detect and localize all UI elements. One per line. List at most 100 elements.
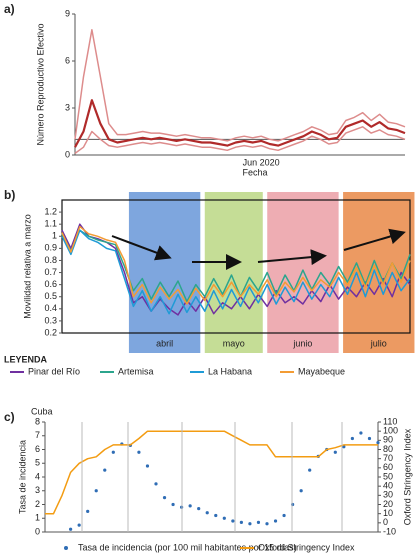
data-point: [359, 431, 363, 435]
data-point: [248, 522, 252, 526]
data-point: [171, 502, 175, 507]
annotations: [81, 228, 406, 532]
data-point: [367, 436, 372, 441]
period-label: abril: [156, 338, 173, 348]
y-tick-label: 1.1: [44, 219, 57, 229]
series-line: [74, 28, 406, 142]
y-tick-label: 0.9: [44, 243, 57, 253]
period-label: mayo: [223, 338, 245, 348]
y-tick-label: 6: [35, 444, 40, 454]
y2-axis-label: Oxford Stringency Index: [402, 428, 412, 525]
data-point: [77, 523, 81, 527]
y2-tick-label: 50: [383, 471, 393, 481]
y2-tick-label: 10: [383, 508, 393, 518]
series-line: [74, 126, 406, 155]
period-band: [128, 192, 201, 353]
y2-tick-label: 0: [383, 517, 388, 527]
y-tick-label: 2: [35, 499, 40, 509]
y-tick-label: 0.4: [44, 303, 57, 313]
panel-label: c): [4, 410, 15, 424]
data-point: [86, 509, 90, 513]
trend-arrow: [257, 249, 327, 266]
y2-tick-label: 30: [383, 490, 393, 500]
data-point: [214, 513, 218, 518]
y-tick-label: 9: [65, 8, 70, 18]
data-point: [111, 450, 115, 454]
y-tick-label: 1.2: [44, 206, 57, 216]
series-line: [61, 223, 411, 316]
y-tick-label: 0: [65, 149, 70, 159]
chart-title: Cuba: [31, 406, 53, 416]
period-label: junio: [292, 338, 312, 348]
y2-tick-label: -10: [383, 526, 396, 536]
data-point: [103, 468, 107, 472]
y-tick-label: 1: [35, 513, 40, 523]
legend-title: LEYENDA: [4, 354, 48, 364]
y-tick-label: 0.5: [44, 291, 57, 301]
data-point: [94, 489, 98, 493]
y-tick-label: 4: [35, 471, 40, 481]
y2-tick-label: 20: [383, 499, 393, 509]
y-tick-label: 0.6: [44, 279, 57, 289]
y2-tick-label: 110: [383, 416, 397, 426]
period-band: [204, 192, 263, 353]
y2-tick-label: 100: [383, 426, 398, 436]
data-point: [350, 436, 354, 441]
trend-arrow: [343, 228, 406, 251]
data-point: [273, 519, 278, 523]
y-tick-label: 0.8: [44, 255, 57, 265]
data-point: [162, 496, 167, 500]
data-point: [154, 482, 158, 486]
trend-arrow: [111, 235, 172, 261]
y2-tick-label: 90: [383, 435, 393, 445]
y2-tick-label: 70: [383, 453, 393, 463]
y-axis-label: Movilidad relativa a marzo: [22, 214, 32, 319]
data-point: [197, 507, 201, 511]
period-band: [267, 192, 339, 353]
legend-label: La Habana: [208, 366, 252, 376]
legend-label: Tasa de incidencia (por 100 mil habitant…: [78, 542, 297, 552]
y-tick-label: 5: [35, 458, 40, 468]
y-tick-label: 7: [35, 430, 40, 440]
series-line: [61, 225, 411, 305]
series-line: [61, 229, 411, 315]
data-point: [299, 489, 303, 493]
series-line: [45, 430, 378, 515]
x-tick-label: Jun 2020: [243, 157, 280, 167]
y-tick-label: 6: [65, 55, 70, 65]
y-axis-label: Tasa de incidencia: [17, 440, 27, 514]
legend-label: Mayabeque: [298, 366, 345, 376]
x-axis-label: Fecha: [242, 167, 267, 177]
data-point: [308, 468, 312, 472]
y-tick-label: 1: [52, 231, 57, 241]
series-line: [61, 229, 411, 303]
data-point: [282, 513, 286, 518]
panel-label: a): [4, 2, 15, 16]
plot-frame: [61, 199, 411, 334]
data-point: [265, 522, 269, 526]
y-tick-label: 0.2: [44, 327, 57, 337]
y2-tick-label: 60: [383, 462, 393, 472]
legend-label: Artemisa: [118, 366, 154, 376]
data-point: [342, 445, 346, 449]
y-tick-label: 0.7: [44, 267, 57, 277]
data-point: [333, 450, 337, 454]
data-point: [69, 527, 73, 531]
y2-tick-label: 80: [383, 444, 393, 454]
data-point: [376, 441, 380, 445]
data-point: [188, 504, 192, 508]
data-point: [137, 450, 141, 454]
y-tick-label: 8: [35, 416, 40, 426]
legend-label: Pinar del Río: [28, 366, 80, 376]
data-point: [222, 516, 226, 520]
y-axis-label: Número Reproductivo Efectivo: [35, 23, 45, 145]
series-line: [74, 99, 406, 148]
y-tick-label: 3: [35, 485, 40, 495]
data-point: [256, 520, 261, 524]
data-point: [291, 502, 295, 507]
y-tick-label: 0.3: [44, 315, 57, 325]
y-tick-label: 3: [65, 102, 70, 112]
data-point: [205, 511, 209, 515]
legend-label: Oxford Stringency Index: [258, 542, 355, 552]
